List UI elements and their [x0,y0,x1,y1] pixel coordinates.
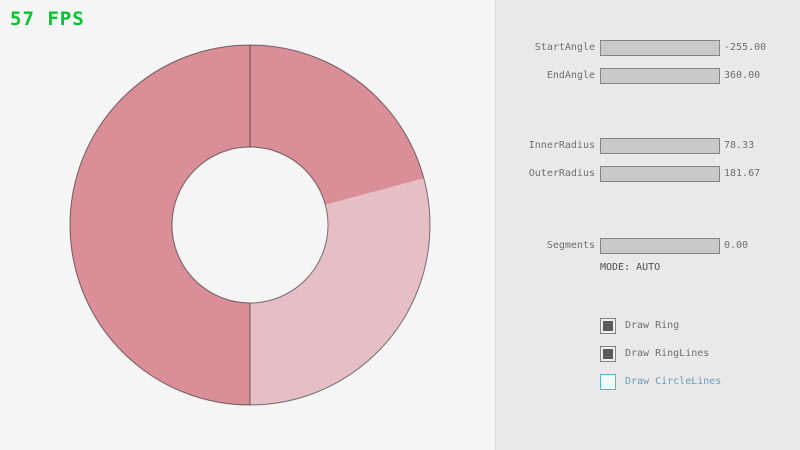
inner-radius-value: 78.33 [724,140,755,151]
draw-ring-checkbox[interactable] [600,318,616,334]
inner-radius-slider[interactable] [600,138,720,154]
draw-ringlines-label: Draw RingLines [625,348,710,359]
draw-ringlines-checkbox[interactable] [600,346,616,362]
slider-row-outer-radius: OuterRadius 181.67 [0,166,800,182]
inner-radius-label: InnerRadius [528,140,595,151]
end-angle-value: 360.00 [724,70,761,81]
draw-ring-label: Draw Ring [625,320,680,331]
mode-text: MODE: AUTO [600,262,661,273]
segments-slider[interactable] [600,238,720,254]
ring-segment-dark [70,44,424,405]
end-angle-slider[interactable] [600,68,720,84]
fps-counter: 57 FPS [10,8,85,30]
outer-radius-slider[interactable] [600,166,720,182]
draw-circlelines-label: Draw CircleLines [625,376,722,387]
segments-label: Segments [546,240,595,251]
outer-radius-label: OuterRadius [528,168,595,179]
start-angle-slider[interactable] [600,40,720,56]
ring-segment-light [250,178,430,405]
slider-row-end-angle: EndAngle 360.00 [0,68,800,84]
slider-row-inner-radius: InnerRadius 78.33 [0,138,800,154]
ring-chart [69,44,431,406]
slider-row-segments: Segments 0.00 [0,238,800,254]
outer-radius-value: 181.67 [724,168,761,179]
slider-row-start-angle: StartAngle -255.00 [0,40,800,56]
draw-circlelines-checkbox[interactable] [600,374,616,390]
end-angle-label: EndAngle [546,70,595,81]
start-angle-label: StartAngle [534,42,595,53]
segments-value: 0.00 [724,240,749,251]
start-angle-value: -255.00 [724,42,767,53]
